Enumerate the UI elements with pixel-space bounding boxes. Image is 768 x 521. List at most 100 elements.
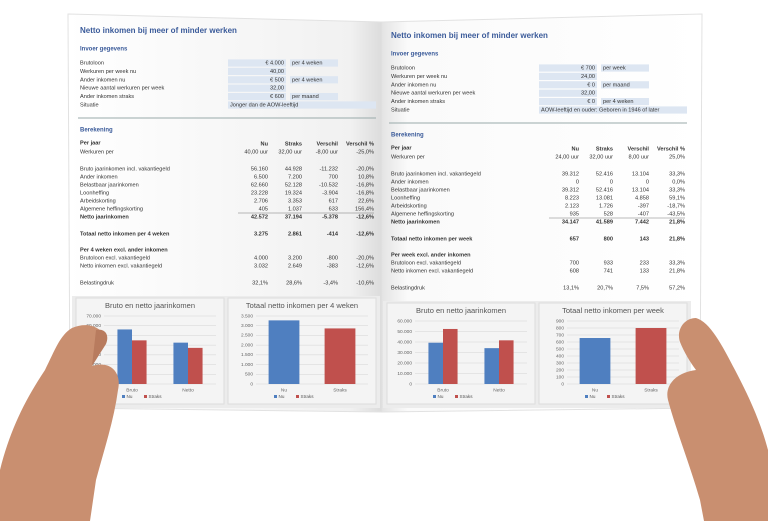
input-label: Ander inkomen straks — [391, 99, 445, 105]
cell: 10,8% — [358, 174, 374, 180]
y-tick-label: 1.000 — [241, 362, 253, 368]
input-unit: per 4 weken — [603, 99, 633, 105]
column-header: Straks — [285, 141, 302, 147]
row-label: Arbeidskorting — [391, 203, 427, 209]
input-box — [228, 84, 286, 92]
cell: 8,00 uur — [628, 154, 649, 160]
cell: 13.104 — [632, 187, 649, 193]
cell: -43,5% — [667, 211, 685, 217]
cell: 19.324 — [285, 190, 302, 196]
cell: 4.000 — [254, 255, 268, 261]
cell: 2.649 — [288, 263, 302, 269]
unit-box — [601, 98, 649, 106]
row-label: Algemene heffingskorting — [391, 211, 454, 217]
y-tick-label: 10.000 — [397, 371, 412, 377]
input-value: 32,00 — [581, 91, 595, 97]
cell: 3.353 — [288, 198, 302, 204]
cell: 933 — [604, 260, 613, 266]
left-hand — [0, 325, 119, 521]
input-value: € 0 — [587, 99, 595, 105]
cell: 2.861 — [288, 231, 302, 237]
column-header: Nu — [572, 146, 580, 152]
y-tick-label: 70.000 — [86, 313, 101, 319]
input-value: € 4.000 — [265, 60, 284, 66]
y-tick-label: 400 — [556, 353, 564, 359]
input-unit: per 4 weken — [292, 60, 322, 66]
cell: -414 — [327, 231, 339, 237]
cell: 33,3% — [669, 171, 685, 177]
x-tick-label: Bruto — [437, 387, 449, 393]
y-tick-label: 30.000 — [397, 350, 412, 356]
row-label: Netto inkomen excl. vakantiegeld — [391, 268, 473, 274]
cell: 33,3% — [669, 187, 685, 193]
cell: 7.200 — [288, 174, 302, 180]
left-thumb — [92, 329, 108, 366]
y-tick-label: 0 — [561, 381, 564, 387]
period-label: Per jaar — [391, 145, 412, 151]
y-tick-label: 1.500 — [241, 352, 253, 358]
cell: 8.223 — [565, 195, 579, 201]
cell: -25,0% — [356, 149, 374, 155]
cell: 1.037 — [288, 206, 302, 212]
input-label: Nieuwe aantal werkuren per week — [391, 91, 475, 97]
cell: 143 — [640, 236, 649, 242]
cell: 59,1% — [669, 195, 685, 201]
cell: 700 — [329, 174, 338, 180]
period-label: Per jaar — [80, 140, 101, 146]
row-label: Loonheffing — [391, 195, 420, 201]
legend-swatch — [455, 395, 458, 398]
cell: -10,6% — [356, 280, 374, 286]
y-tick-label: 2.000 — [241, 342, 253, 348]
input-value: Jonger dan de AOW-leeftijd — [230, 102, 298, 108]
input-label: Situatie — [391, 107, 410, 113]
cell: 22,6% — [358, 198, 374, 204]
cell: -800 — [327, 255, 338, 261]
input-label: Situatie — [80, 102, 99, 108]
legend-swatch — [296, 395, 299, 398]
cell: 133 — [640, 268, 649, 274]
input-box — [539, 81, 597, 89]
bar — [443, 328, 458, 384]
cell: 41.589 — [596, 219, 613, 225]
unit-box — [290, 93, 338, 101]
legend-swatch — [585, 395, 588, 398]
row-label: Werkuren per — [391, 154, 425, 160]
row-label: Loonheffing — [80, 190, 109, 196]
cell: 13.104 — [632, 171, 649, 177]
cell: 6.500 — [254, 174, 268, 180]
input-box — [228, 59, 286, 67]
y-tick-label: 3.000 — [241, 323, 253, 329]
cell: 7,5% — [636, 285, 649, 291]
row-label: Per week excl. ander inkomen — [391, 252, 471, 258]
y-tick-label: 0 — [250, 381, 253, 387]
row-label: Ander inkomen — [80, 174, 118, 180]
cell: 617 — [329, 198, 338, 204]
y-tick-label: 60.000 — [86, 323, 101, 329]
cell: 0 — [576, 179, 579, 185]
input-box — [539, 98, 597, 106]
bar — [117, 329, 132, 384]
input-box — [539, 106, 687, 114]
column-header: Verschil — [628, 146, 650, 152]
cell: 156,4% — [355, 206, 374, 212]
input-value: 32,00 — [270, 86, 284, 92]
legend-label: Nu — [127, 394, 133, 399]
cell: 37.194 — [285, 214, 303, 220]
cell: -3.904 — [322, 190, 338, 196]
section-heading: Invoer gegevens — [391, 52, 439, 58]
legend-label: Straks — [149, 394, 163, 399]
cell: 32,00 uur — [278, 149, 302, 155]
input-box — [539, 64, 597, 72]
input-label: Ander inkomen straks — [80, 94, 134, 100]
legend-swatch — [144, 395, 147, 398]
input-unit: per 4 weken — [292, 77, 322, 83]
input-value: € 600 — [270, 94, 284, 100]
cell: 741 — [604, 268, 613, 274]
bar — [635, 328, 667, 384]
legend-label: Straks — [301, 394, 315, 399]
input-label: Werkuren per week nu — [80, 69, 136, 75]
cell: 0,0% — [672, 179, 685, 185]
cell: 21,8% — [669, 268, 685, 274]
legend-label: Straks — [460, 394, 474, 399]
